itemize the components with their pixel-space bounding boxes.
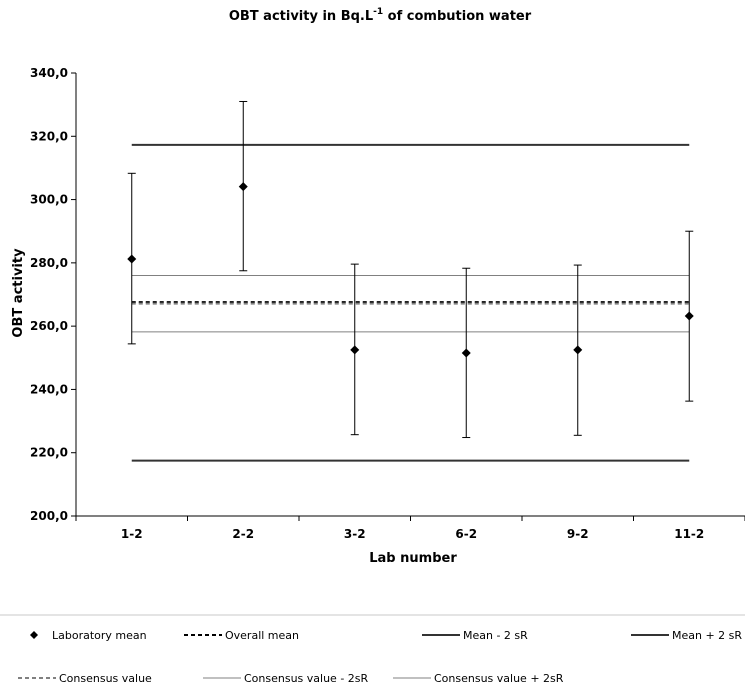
data-point-laboratory-mean — [461, 348, 471, 358]
data-point-laboratory-mean — [238, 182, 248, 192]
x-tick-label: 11-2 — [674, 527, 704, 541]
x-axis-title: Lab number — [369, 551, 457, 566]
x-tick-label: 6-2 — [455, 527, 477, 541]
legend-label: Consensus value — [59, 672, 152, 685]
y-tick-label: 200,0 — [30, 509, 68, 523]
chart-title: OBT activity in Bq.L-1 of combution wate… — [229, 7, 532, 24]
y-tick-label: 340,0 — [30, 66, 68, 80]
legend-label: Mean - 2 sR — [463, 629, 528, 642]
y-tick-label: 300,0 — [30, 193, 68, 207]
data-point-laboratory-mean — [684, 311, 694, 321]
legend-label: Mean + 2 sR — [672, 629, 742, 642]
y-tick-label: 260,0 — [30, 319, 68, 333]
legend-label: Consensus value + 2sR — [434, 672, 564, 685]
y-axis-title: OBT activity — [11, 248, 26, 338]
y-tick-label: 240,0 — [30, 382, 68, 396]
data-point-laboratory-mean — [573, 345, 583, 355]
x-tick-label: 3-2 — [344, 527, 366, 541]
y-tick-label: 320,0 — [30, 129, 68, 143]
x-tick-label: 9-2 — [567, 527, 589, 541]
legend-marker — [30, 631, 38, 639]
data-point-laboratory-mean — [127, 254, 137, 264]
data-point-laboratory-mean — [350, 345, 360, 355]
y-tick-label: 280,0 — [30, 256, 68, 270]
plot-area: 200,0 220,0 240,0 260,0 280,0 300,0 320,0 340,0… — [30, 66, 745, 541]
legend-label: Overall mean — [225, 629, 299, 642]
legend: Laboratory mean Overall mean Mean - 2 sR Me… — [18, 629, 742, 685]
legend-label: Consensus value - 2sR — [244, 672, 369, 685]
chart-title-superscript: -1 — [373, 7, 383, 17]
legend-label: Laboratory mean — [52, 629, 147, 642]
x-tick-label: 1-2 — [121, 527, 143, 541]
x-tick-label: 2-2 — [232, 527, 254, 541]
y-tick-label: 220,0 — [30, 446, 68, 460]
